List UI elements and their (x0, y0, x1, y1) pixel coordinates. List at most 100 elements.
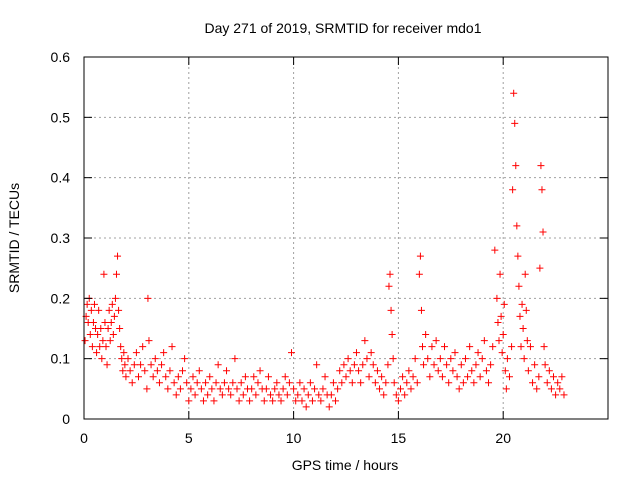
data-point (521, 270, 529, 278)
data-point (210, 397, 218, 405)
data-point (411, 355, 419, 363)
data-point (346, 367, 354, 375)
data-point (141, 367, 149, 375)
data-point (212, 379, 220, 387)
data-point (298, 397, 306, 405)
data-point (468, 367, 476, 375)
x-tick-label: 10 (286, 430, 302, 446)
data-point (143, 385, 151, 393)
data-point (514, 252, 522, 260)
data-point (229, 379, 237, 387)
data-point (97, 325, 105, 332)
data-point (102, 343, 110, 351)
data-point (419, 343, 427, 351)
data-point (464, 373, 472, 381)
data-point (83, 300, 91, 308)
data-point (116, 325, 124, 332)
data-point (317, 397, 325, 405)
data-point (185, 397, 193, 405)
data-point (438, 373, 446, 381)
data-point (415, 270, 423, 278)
data-point (403, 379, 411, 387)
data-point (441, 343, 449, 351)
data-point (376, 385, 384, 393)
data-point (128, 379, 136, 387)
data-point (424, 355, 432, 363)
data-point (187, 385, 195, 393)
data-point (95, 306, 103, 314)
data-point (526, 343, 534, 351)
data-point (480, 337, 488, 345)
data-point (260, 397, 268, 405)
data-point (387, 306, 395, 314)
y-tick-label: 0.1 (51, 351, 71, 367)
data-point (256, 367, 264, 375)
data-point (277, 397, 285, 405)
data-point (522, 306, 530, 314)
data-point (176, 385, 184, 393)
data-point (445, 379, 453, 387)
data-point (436, 355, 444, 363)
data-point (497, 312, 505, 320)
x-tick-label: 15 (391, 430, 407, 446)
data-point (422, 331, 430, 339)
data-point (319, 385, 327, 393)
data-point (220, 379, 228, 387)
data-point (166, 367, 174, 375)
data-point (420, 361, 428, 369)
data-point (225, 385, 233, 393)
data-point (545, 367, 553, 375)
data-point (537, 162, 545, 170)
data-point (271, 385, 279, 393)
data-point (401, 391, 409, 399)
data-point (409, 373, 417, 381)
chart-title: Day 271 of 2019, SRMTID for receiver mdo… (204, 20, 481, 36)
data-point (355, 367, 363, 375)
data-point (373, 367, 381, 375)
data-point (199, 397, 207, 405)
data-point (449, 367, 457, 375)
data-point (476, 373, 484, 381)
data-point (430, 361, 438, 369)
data-point (172, 391, 180, 399)
data-point (533, 385, 541, 393)
data-point (252, 391, 260, 399)
data-point (241, 373, 249, 381)
data-point (164, 385, 172, 393)
data-point (106, 337, 114, 345)
data-point (329, 379, 337, 387)
data-point (214, 361, 222, 369)
data-point (432, 337, 440, 345)
data-point (516, 312, 524, 320)
data-point (227, 391, 235, 399)
data-point (112, 270, 120, 278)
data-point (130, 361, 138, 369)
data-point (93, 349, 101, 357)
y-tick-label: 0.5 (51, 109, 71, 125)
data-point (204, 391, 212, 399)
data-point (453, 373, 461, 381)
data-point (405, 367, 413, 375)
data-point (132, 349, 140, 357)
data-point (518, 300, 526, 308)
data-point (239, 391, 247, 399)
data-point (304, 391, 312, 399)
data-point (139, 343, 147, 351)
data-point (155, 379, 163, 387)
data-point (267, 391, 275, 399)
data-point (554, 379, 562, 387)
y-axis-ticks: 0 0.1 0.2 0.3 0.4 0.5 0.6 (51, 49, 608, 427)
data-point (466, 343, 474, 351)
data-points (81, 89, 568, 411)
data-point (325, 403, 333, 411)
data-point (149, 373, 157, 381)
x-tick-label: 20 (495, 430, 511, 446)
data-point (283, 391, 291, 399)
data-point (197, 385, 205, 393)
data-point (160, 349, 168, 357)
data-point (162, 373, 170, 381)
data-point (195, 367, 203, 375)
data-point (428, 343, 436, 351)
data-point (457, 361, 465, 369)
